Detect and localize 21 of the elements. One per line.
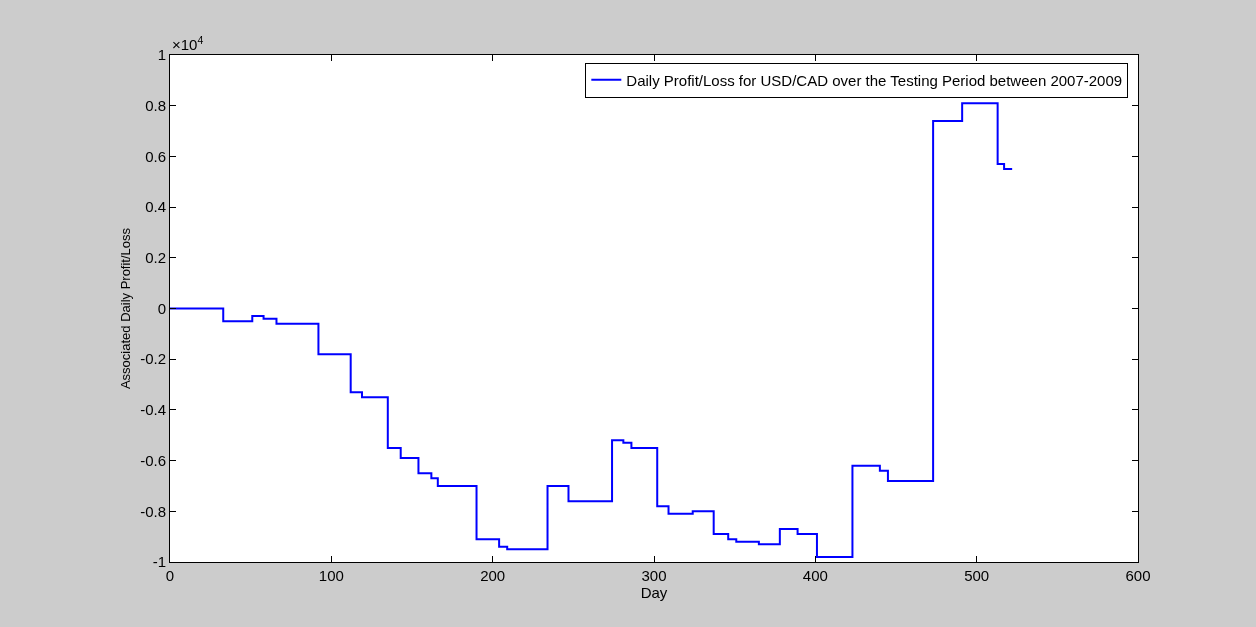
x-axis-title: Day bbox=[640, 584, 668, 601]
y-tick-label: 0 bbox=[157, 299, 166, 317]
y-tick-label: -0.2 bbox=[140, 350, 166, 368]
y-tick-label: 0.8 bbox=[145, 96, 166, 114]
y-tick-label: -0.6 bbox=[140, 451, 166, 469]
legend-label: Daily Profit/Loss for USD/CAD over the Testing Period between 2007-2009 bbox=[626, 71, 1123, 89]
x-tick-label: 600 bbox=[1125, 567, 1151, 584]
x-tick-label: 400 bbox=[802, 567, 828, 584]
x-tick-label: 200 bbox=[480, 567, 506, 584]
y-tick-label: -0.8 bbox=[140, 502, 166, 520]
y-tick-label: 0.2 bbox=[145, 249, 166, 267]
y-tick-label: 1 bbox=[157, 46, 166, 64]
y-tick-label: -0.4 bbox=[140, 401, 166, 419]
x-tick-label: 300 bbox=[641, 567, 667, 584]
y-tick-label: 0.6 bbox=[145, 147, 166, 165]
text: ×10$^{4}$ bbox=[172, 34, 204, 54]
y-tick-label: -1 bbox=[152, 553, 166, 571]
y-tick-label: 0.4 bbox=[145, 198, 166, 216]
x-tick-label: 500 bbox=[964, 567, 990, 584]
y-axis-title: Associated Daily Profit/Loss bbox=[118, 227, 134, 390]
x-tick-label: 100 bbox=[318, 567, 344, 584]
